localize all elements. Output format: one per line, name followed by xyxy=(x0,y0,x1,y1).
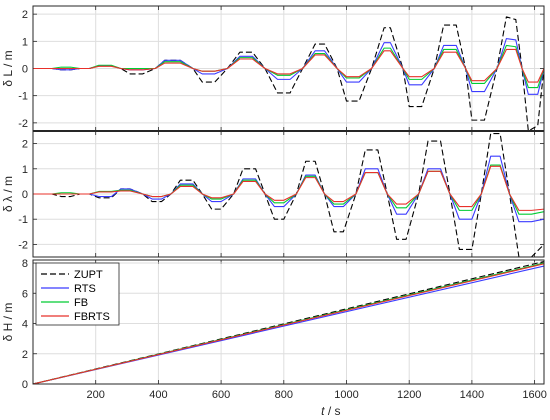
panel-dH: 0 2 4 6 8 δ H / m ZUPT RTS FB FBRTS 200 400 600 800 10… xyxy=(1,258,547,418)
x-tick-label: 1000 xyxy=(334,389,358,401)
y-tick-label: 0 xyxy=(22,379,28,391)
series-group xyxy=(33,132,544,257)
y-tick-label: 0 xyxy=(22,64,28,76)
series-group xyxy=(33,260,544,384)
y-tick-label: 6 xyxy=(22,288,28,300)
series-line-zupt xyxy=(33,132,544,257)
series-line-rts xyxy=(33,155,544,223)
y-tick-label: -1 xyxy=(18,91,28,103)
y-tick-label: 8 xyxy=(22,258,28,270)
y-tick-label: 2 xyxy=(22,9,28,21)
y-tick-label: 1 xyxy=(22,36,28,48)
panel-dlambda: -2 -1 0 1 2 δ λ / m xyxy=(1,130,545,258)
legend: ZUPT RTS FB FBRTS xyxy=(35,262,120,326)
series-line-zupt xyxy=(33,16,544,131)
legend-label-fb: FB xyxy=(74,297,88,309)
y-tick-label: 0 xyxy=(22,189,28,201)
legend-box xyxy=(35,262,120,326)
x-tick-label: 800 xyxy=(275,389,293,401)
x-axis-label: t / s xyxy=(321,404,340,418)
x-axis-label-unit: s xyxy=(335,404,341,418)
y-tick-label: -2 xyxy=(18,118,28,130)
series-line-fbrts xyxy=(33,48,544,83)
x-tick-label: 1600 xyxy=(522,389,546,401)
y-tick-label: 2 xyxy=(22,349,28,361)
y-tick-label: 2 xyxy=(22,139,28,151)
series-line-fbrts xyxy=(33,165,544,211)
x-tick-label: 1400 xyxy=(460,389,484,401)
x-tick-label: 200 xyxy=(87,389,105,401)
series-group xyxy=(33,16,544,131)
y-tick-label: -2 xyxy=(18,239,28,251)
x-axis-label-separator: / xyxy=(324,404,334,418)
y-axis-label: δ H / m xyxy=(1,303,15,342)
series-line-fb xyxy=(33,164,544,215)
y-axis-label: δ λ / m xyxy=(1,176,15,212)
y-tick-label: -1 xyxy=(18,214,28,226)
y-axis-label: δ L / m xyxy=(1,50,15,86)
series-line-fbrts xyxy=(33,263,544,384)
panel-dL: -2 -1 0 1 2 δ L / m xyxy=(1,5,545,132)
x-axis-label-symbol: t xyxy=(321,404,325,418)
x-tick-label: 600 xyxy=(212,389,230,401)
legend-label-fbrts: FBRTS xyxy=(74,311,110,323)
axes-frame xyxy=(32,259,545,385)
legend-label-rts: RTS xyxy=(74,283,96,295)
x-tick-label: 1200 xyxy=(397,389,421,401)
y-tick-label: 1 xyxy=(22,164,28,176)
series-line-zupt xyxy=(33,260,544,384)
y-tick-label: 4 xyxy=(22,319,28,331)
legend-label-zupt: ZUPT xyxy=(74,269,103,281)
x-tick-label: 400 xyxy=(149,389,167,401)
